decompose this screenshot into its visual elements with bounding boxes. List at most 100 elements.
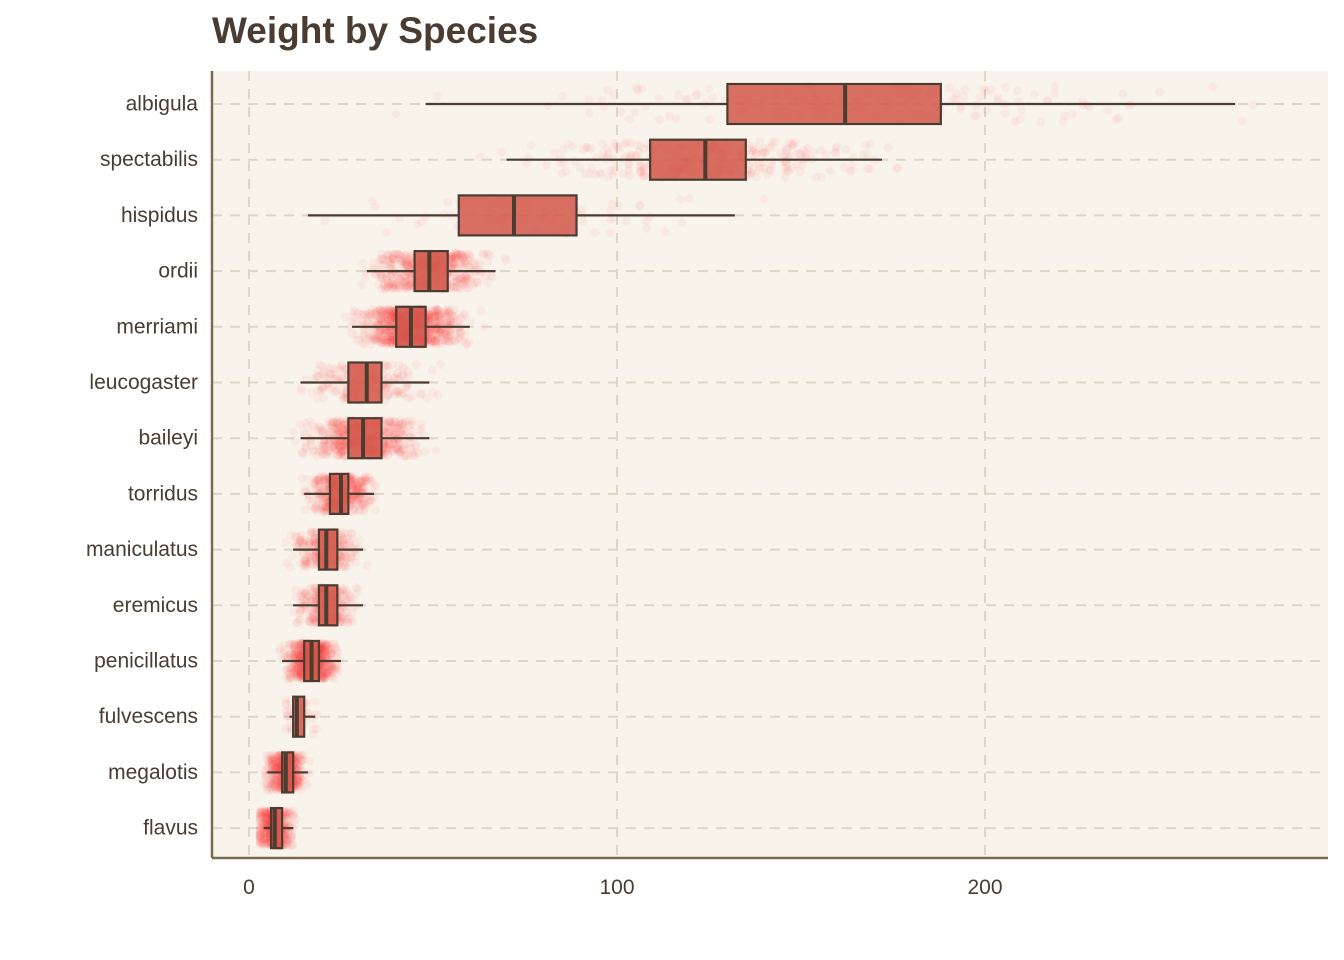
point-merriami	[382, 305, 392, 315]
point-merriami	[442, 308, 452, 318]
point-ordii	[448, 249, 458, 259]
point-ordii	[394, 284, 404, 294]
point-spectabilis	[603, 172, 613, 182]
point-albigula	[391, 109, 401, 119]
point-merriami	[440, 312, 450, 322]
point-merriami	[371, 310, 380, 320]
point-leucogaster	[408, 391, 418, 401]
point-ordii	[386, 279, 396, 289]
point-spectabilis	[767, 137, 777, 147]
point-spectabilis	[816, 146, 826, 156]
point-ordii	[457, 278, 467, 288]
point-ordii	[483, 250, 493, 260]
point-merriami	[380, 314, 390, 323]
point-spectabilis	[639, 144, 649, 154]
point-merriami	[387, 307, 396, 317]
point-spectabilis	[767, 141, 777, 151]
point-merriami	[428, 333, 438, 343]
point-merriami	[430, 336, 440, 346]
point-ordii	[406, 250, 416, 260]
point-spectabilis	[782, 159, 792, 169]
point-ordii	[387, 281, 397, 291]
point-spectabilis	[748, 146, 758, 155]
point-spectabilis	[747, 147, 757, 157]
point-merriami	[431, 312, 441, 322]
point-merriami	[385, 306, 395, 316]
point-merriami	[372, 335, 381, 345]
point-merriami	[375, 305, 385, 315]
point-albigula	[1015, 114, 1025, 124]
point-albigula	[543, 101, 553, 111]
point-spectabilis	[831, 144, 841, 154]
point-merriami	[377, 311, 387, 321]
point-ordii	[474, 258, 484, 267]
point-ordii	[376, 254, 386, 264]
point-ordii	[388, 258, 398, 267]
point-ordii	[451, 248, 461, 258]
point-merriami	[444, 337, 454, 347]
point-ordii	[403, 280, 413, 290]
point-spectabilis	[766, 164, 776, 174]
point-ordii	[377, 254, 387, 264]
point-albigula	[951, 89, 961, 99]
point-ordii	[395, 274, 404, 284]
point-spectabilis	[598, 149, 607, 159]
point-ordii	[401, 281, 410, 291]
point-merriami	[438, 336, 448, 346]
point-spectabilis	[748, 165, 758, 175]
point-ordii	[478, 250, 488, 260]
point-torridus	[360, 472, 370, 482]
point-ordii	[456, 250, 466, 260]
point-albigula	[975, 92, 985, 102]
point-merriami	[358, 309, 367, 319]
point-spectabilis	[496, 147, 506, 157]
point-merriami	[360, 332, 370, 342]
point-merriami	[385, 311, 395, 321]
point-spectabilis	[603, 151, 613, 160]
point-ordii	[465, 252, 475, 262]
point-spectabilis	[635, 165, 645, 175]
point-spectabilis	[787, 163, 797, 173]
point-merriami	[385, 335, 395, 345]
point-ordii	[472, 277, 482, 287]
point-merriami	[384, 332, 393, 342]
point-merriami	[375, 326, 385, 336]
point-spectabilis	[784, 166, 794, 176]
point-maniculatus	[362, 560, 372, 570]
point-ordii	[446, 262, 456, 272]
point-ordii	[396, 259, 406, 269]
point-spectabilis	[632, 150, 642, 160]
point-merriami	[371, 307, 381, 317]
point-hispidus	[370, 202, 380, 212]
point-ordii	[395, 282, 405, 292]
point-merriami	[375, 313, 385, 323]
point-baileyi	[399, 445, 409, 455]
point-ordii	[458, 250, 468, 260]
point-ordii	[382, 276, 391, 286]
point-albigula	[654, 115, 664, 125]
point-merriami	[374, 330, 384, 340]
point-ordii	[405, 255, 415, 265]
point-ordii	[452, 271, 462, 280]
point-leucogaster	[391, 386, 401, 396]
point-ordii	[396, 250, 405, 260]
point-ordii	[388, 254, 398, 264]
point-spectabilis	[752, 149, 762, 159]
point-ordii	[378, 274, 387, 284]
point-spectabilis	[747, 168, 757, 178]
point-ordii	[453, 249, 463, 259]
point-spectabilis	[611, 141, 621, 151]
point-spectabilis	[620, 139, 630, 149]
point-albigula	[982, 106, 992, 116]
point-hispidus	[759, 194, 769, 204]
point-ordii	[399, 251, 409, 261]
point-albigula	[616, 107, 626, 117]
point-ordii	[453, 284, 463, 294]
point-albigula	[1078, 96, 1088, 105]
point-ordii	[457, 273, 467, 283]
point-spectabilis	[609, 165, 619, 175]
point-spectabilis	[825, 166, 835, 176]
point-spectabilis	[744, 160, 754, 170]
point-merriami	[376, 314, 386, 323]
point-eremicus	[297, 601, 307, 611]
